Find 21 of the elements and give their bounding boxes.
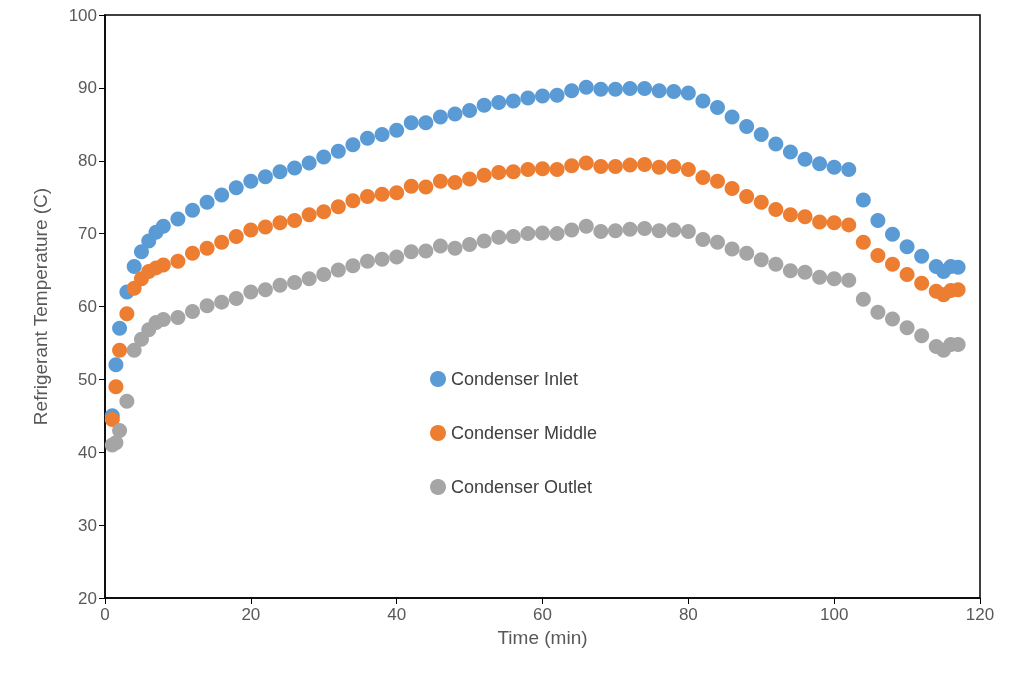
y-tick-label: 40 — [78, 442, 97, 462]
x-tick-label: 60 — [533, 605, 552, 624]
y-tick-label: 70 — [78, 224, 97, 244]
x-tick-label: 20 — [241, 605, 261, 624]
y-axis-title: Refrigerant Temperature (C) — [30, 187, 51, 426]
y-tick-label: 80 — [78, 151, 97, 171]
x-tick-label: 120 — [965, 605, 995, 624]
x-tick-label: 40 — [387, 605, 407, 624]
y-tick-label: 30 — [78, 515, 97, 535]
y-tick-label: 20 — [78, 588, 97, 608]
x-tick-label: 0 — [100, 605, 110, 624]
legend-label: Condenser Middle — [451, 423, 598, 443]
y-tick-label: 90 — [78, 78, 97, 98]
y-tick-label: 60 — [78, 297, 97, 316]
legend-label: Condenser Outlet — [451, 477, 593, 497]
y-tick-label: 50 — [78, 369, 97, 389]
y-tick-label: 100 — [68, 5, 97, 25]
legend-label: Condenser Inlet — [451, 369, 579, 389]
x-tick-label: 100 — [819, 605, 849, 624]
x-axis-title: Time (min) — [497, 627, 588, 648]
x-tick-label: 80 — [678, 605, 698, 624]
